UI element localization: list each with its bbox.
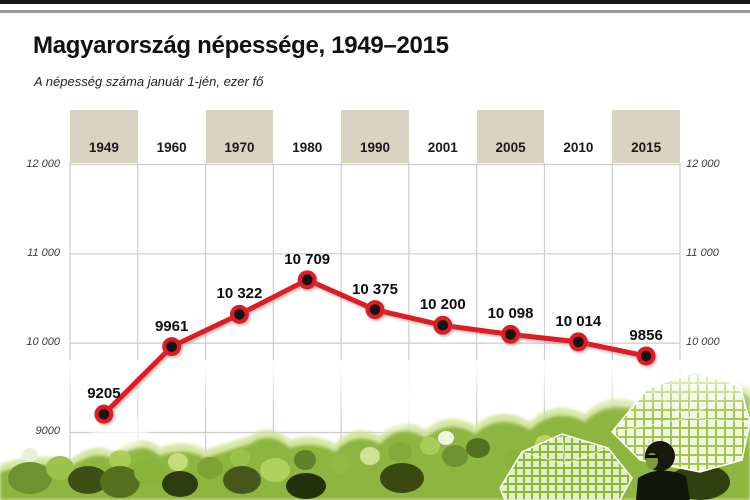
value-label-1990: 10 375: [352, 280, 398, 298]
value-label-2015: 9856: [629, 327, 663, 345]
value-label-1980: 10 709: [284, 250, 331, 268]
top-divider-line: [0, 10, 750, 13]
chart-subtitle: A népesség száma január 1-jén, ezer fő: [34, 74, 264, 89]
y-tick-right-10000: 10 000: [686, 336, 720, 349]
year-label-2010: 2010: [563, 140, 594, 155]
y-tick-left-10000: 10 000: [26, 336, 60, 349]
value-label-1949: 9205: [87, 385, 121, 403]
y-tick-right-12000: 12 000: [686, 157, 720, 170]
year-label-2015: 2015: [612, 110, 681, 163]
top-border-bar: [0, 0, 750, 4]
value-label-1970: 10 322: [216, 285, 263, 303]
year-label-1960: 1960: [156, 140, 187, 155]
year-label-2005: 2005: [476, 110, 545, 163]
crowd-photo: [0, 360, 750, 500]
year-label-1949: 1949: [70, 110, 138, 163]
y-tick-left-11000: 11 000: [27, 246, 60, 259]
chart-title: Magyarország népessége, 1949–2015: [33, 32, 449, 59]
y-tick-right-11000: 11 000: [686, 246, 719, 259]
umbrella-mid: [499, 433, 633, 500]
year-label-2001: 2001: [427, 140, 458, 155]
year-label-1980: 1980: [292, 140, 323, 155]
y-tick-left-12000: 12 000: [26, 157, 60, 170]
value-label-1960: 9961: [154, 317, 189, 335]
year-header-row: 1949 1960 1970 1980 1990 2001 2005 2010 2015: [70, 110, 681, 163]
year-label-1970: 1970: [205, 110, 274, 163]
light-burst-2: [90, 412, 150, 448]
man-silhouette: [636, 441, 690, 500]
year-label-1990: 1990: [341, 110, 409, 163]
umbrella-right: [610, 371, 750, 473]
y-tick-left-9000: 9000: [35, 425, 60, 438]
light-burst: [343, 376, 427, 428]
